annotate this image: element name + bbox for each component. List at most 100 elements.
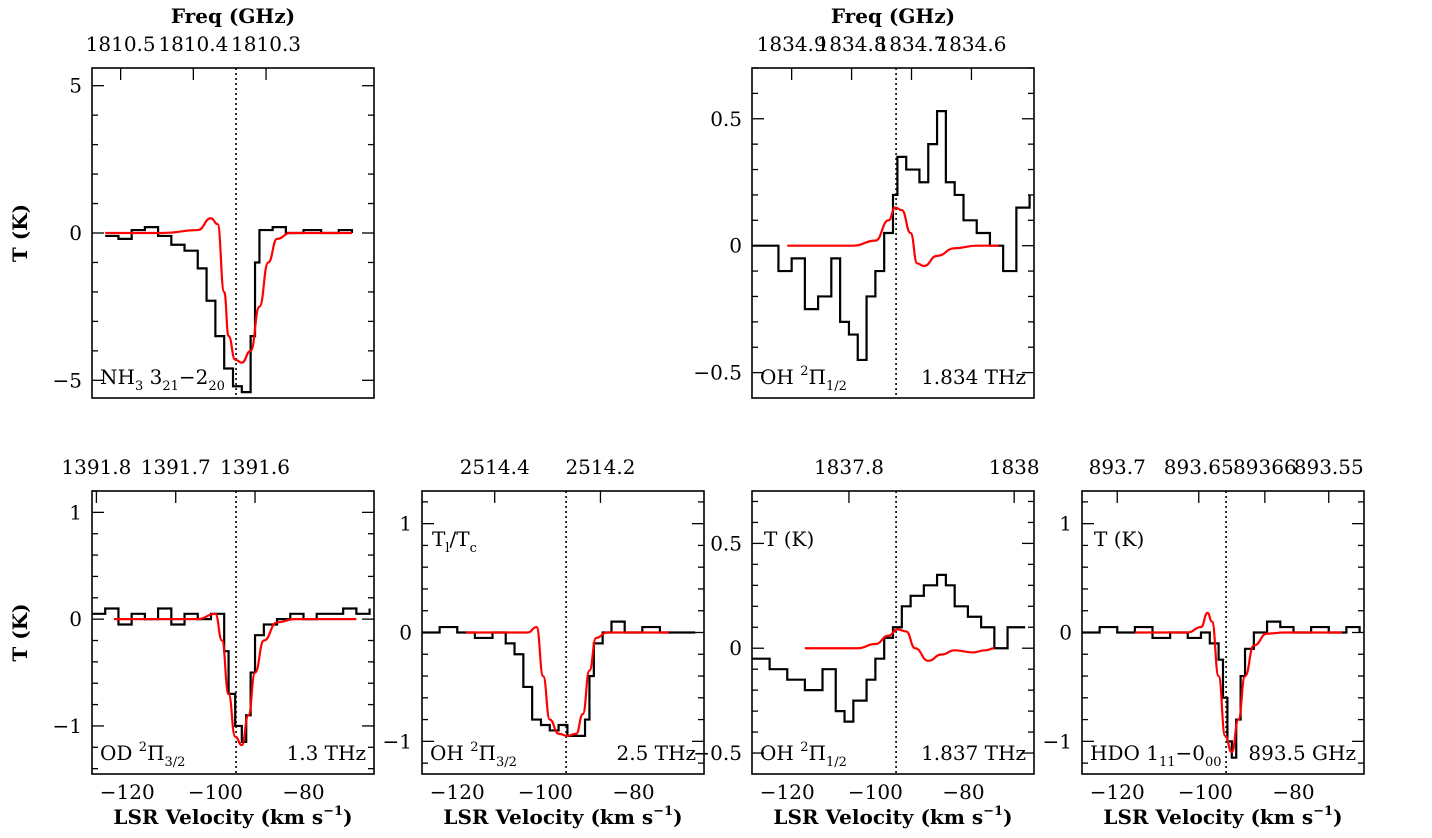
frequency-label: 1.3 THz (287, 741, 366, 765)
corner-label: Tl/Tc (432, 527, 477, 556)
corner-label: T (K) (764, 527, 814, 551)
corner-label-part: /T (450, 527, 471, 551)
frequency-label: 893.5 GHz (1248, 741, 1356, 765)
frequency-label: 2.5 THz (617, 741, 696, 765)
x-tick-label: −80 (282, 780, 324, 804)
x-tick-label: −100 (848, 780, 903, 804)
y-tick-label: −5 (53, 368, 82, 392)
top-tick-label: 893.65 (1164, 455, 1234, 479)
species-label-part: OH (760, 365, 800, 389)
top-tick-label: 89366 (1233, 455, 1297, 479)
species-label-part: Π (478, 741, 495, 765)
top-axis-title: Freq (GHz) (831, 4, 955, 28)
species-label-part: 2 (470, 740, 478, 755)
x-axis-title-part: LSR Velocity (km s (443, 805, 653, 829)
species-label-part: Π (147, 741, 164, 765)
top-tick-label: 1837.8 (814, 455, 884, 479)
species-label-part: Π (808, 741, 825, 765)
model-spectrum (105, 217, 352, 364)
y-tick-label: 0.5 (710, 531, 742, 555)
top-axis-title: Freq (GHz) (171, 4, 295, 28)
species-label-part: 2 (800, 740, 808, 755)
x-tick-label: −80 (1272, 780, 1314, 804)
y-tick-label: 0.5 (710, 107, 742, 131)
y-tick-label: 0 (729, 234, 742, 258)
species-label-part: 3 (143, 365, 162, 389)
top-tick-label: 1391.8 (61, 455, 131, 479)
species-label-part: Π (808, 365, 825, 389)
top-tick-label: 2514.2 (565, 455, 635, 479)
x-axis-title-sup: −1 (1313, 804, 1333, 819)
y-tick-label: −1 (1043, 729, 1072, 753)
corner-label: T (K) (1094, 527, 1144, 551)
frequency-label: 1.837 THz (921, 741, 1026, 765)
species-label-part: 1/2 (826, 379, 847, 394)
species-label-part: 3/2 (496, 755, 517, 770)
top-tick-label: 1391.7 (141, 455, 211, 479)
top-tick-label: 2514.4 (460, 455, 530, 479)
species-label-part: 00 (1205, 755, 1222, 770)
y-tick-label: 0 (69, 607, 82, 631)
top-tick-label: 893.55 (1294, 455, 1364, 479)
panel-frame (91, 490, 375, 775)
species-label-part: 20 (208, 379, 225, 394)
x-tick-label: −100 (188, 780, 243, 804)
species-label: OH 2Π3/2 (430, 740, 517, 770)
x-axis-title-sup: −1 (983, 804, 1003, 819)
panel-oh1837: −120 −100 −80 1837.8 1838 −0.5 0 0.5 LSR Velocit… (693, 455, 1039, 829)
top-tick-label: 1834.9 (757, 32, 827, 56)
species-label: OH 2Π1/2 (760, 364, 847, 394)
x-axis-title-part: LSR Velocity (km s (1103, 805, 1313, 829)
x-axis-title-sup: −1 (653, 804, 673, 819)
y-tick-label: 0 (1059, 621, 1072, 645)
top-tick-label: 1834.7 (877, 32, 947, 56)
x-axis-title: LSR Velocity (km s−1) (443, 804, 682, 829)
x-tick-label: −100 (1178, 780, 1233, 804)
top-tick-label: 893.7 (1089, 455, 1146, 479)
x-tick-label: −120 (1090, 780, 1145, 804)
top-tick-label: 1391.6 (220, 455, 290, 479)
model-spectrum (804, 628, 995, 662)
species-label-part: 2 (800, 364, 808, 379)
species-label: OH 2Π1/2 (760, 740, 847, 770)
observed-spectrum (105, 226, 354, 394)
panel-od: −120 −100 −80 1391.8 1391.7 1391.6 −1 0 1 T (K) LS… (8, 455, 375, 829)
y-tick-label: 0 (399, 621, 412, 645)
species-label-part: 11 (1159, 755, 1176, 770)
model-spectrum (114, 612, 357, 747)
species-label-part: −2 (179, 365, 208, 389)
y-tick-label: −1 (383, 729, 412, 753)
y-tick-label: −0.5 (693, 361, 742, 385)
x-tick-label: −80 (942, 780, 984, 804)
x-axis-title-part: ) (1333, 805, 1342, 829)
x-axis-title-part: LSR Velocity (km s (113, 805, 323, 829)
corner-label-part: l (445, 541, 449, 556)
model-spectrum (466, 625, 669, 738)
x-axis-title-part: ) (343, 805, 352, 829)
panel-frame (751, 67, 1035, 399)
x-tick-label: −80 (612, 780, 654, 804)
observed-spectrum (752, 110, 1031, 362)
y-axis-title: T (K) (8, 603, 32, 661)
y-tick-label: 1 (399, 512, 412, 536)
y-tick-label: 1 (1059, 512, 1072, 536)
frequency-label: 1.834 THz (921, 365, 1026, 389)
species-label: OD 2Π3/2 (100, 740, 185, 770)
top-tick-label: 1810.4 (158, 32, 228, 56)
top-tick-label: 1810.3 (231, 32, 301, 56)
top-tick-label: 1810.5 (86, 32, 156, 56)
species-label-part: 3/2 (165, 755, 186, 770)
y-tick-label: 0 (729, 636, 742, 660)
y-tick-label: −1 (53, 714, 82, 738)
corner-label-part: T (432, 527, 446, 551)
x-axis-title: LSR Velocity (km s−1) (113, 804, 352, 829)
x-axis-title-sup: −1 (323, 804, 343, 819)
observed-spectrum (92, 607, 371, 744)
species-label: HDO 111−000 (1090, 741, 1222, 770)
top-tick-label: 1838 (989, 455, 1040, 479)
x-tick-label: −120 (100, 780, 155, 804)
